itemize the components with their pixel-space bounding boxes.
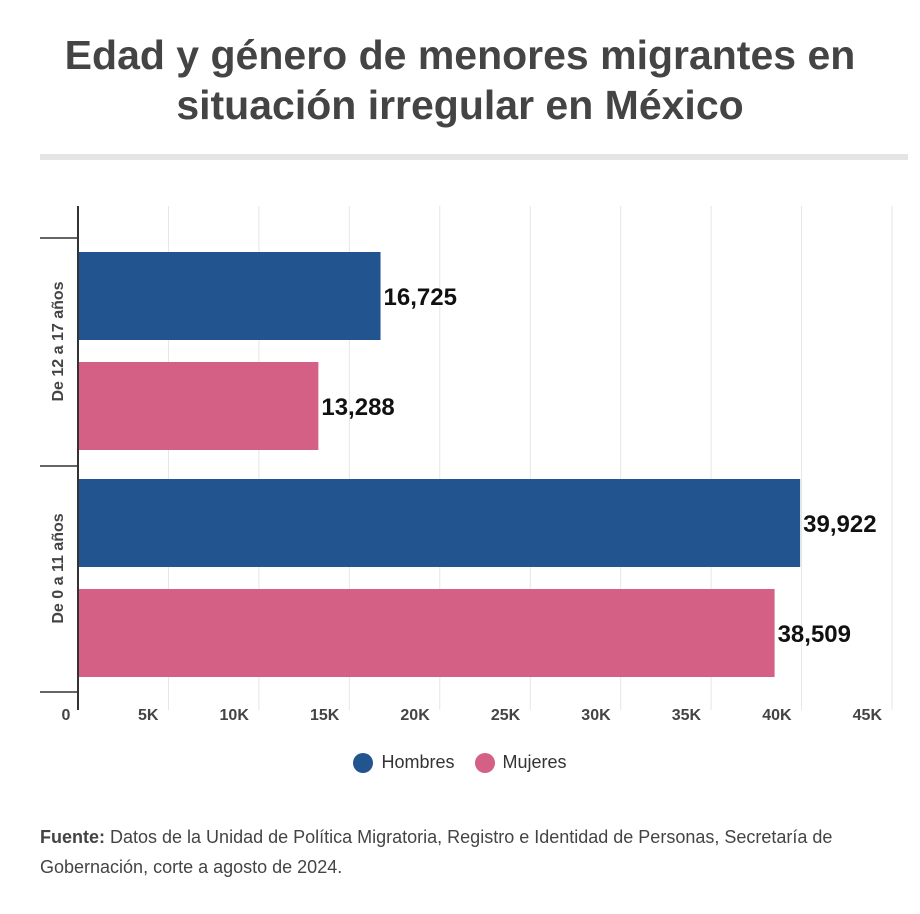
legend-swatch-mujeres <box>474 752 495 773</box>
x-tick-label-9: 45K <box>853 707 883 724</box>
legend-label-mujeres: Mujeres <box>502 752 567 772</box>
chart-title-line-1: Edad y género de menores migrantes en <box>64 32 856 78</box>
x-tick-label-5: 25K <box>491 707 521 724</box>
category-label-0: De 12 a 17 años <box>50 281 67 401</box>
bar-mujeres-0 <box>78 362 319 450</box>
legend-label-hombres: Hombres <box>381 752 455 772</box>
x-tick-label-8: 40K <box>762 707 792 724</box>
x-tick-label-2: 10K <box>220 707 250 724</box>
bar-hombres-0 <box>78 252 381 340</box>
bar-mujeres-1 <box>78 589 775 677</box>
chart-legend: Hombres Mujeres <box>0 752 920 773</box>
bar-chart: 16,725 13,288 De 12 a 17 años 39,922 38,509 D… <box>40 206 893 724</box>
title-divider <box>40 154 908 160</box>
source-label: Fuente: <box>40 827 105 847</box>
bar-hombres-1 <box>78 479 801 567</box>
legend-item-hombres[interactable]: Hombres <box>353 752 455 773</box>
x-tick-label-0: 0 <box>62 707 71 724</box>
data-label-hombres-1: 39,922 <box>803 511 876 538</box>
x-tick-label-6: 30K <box>581 707 611 724</box>
chart-title-line-2: situación irregular en México <box>176 82 744 128</box>
source-text: Datos de la Unidad de Política Migratori… <box>40 827 833 877</box>
x-tick-label-7: 35K <box>672 707 702 724</box>
source-note: Fuente: Datos de la Unidad de Política M… <box>40 822 908 882</box>
data-label-mujeres-0: 13,288 <box>321 394 394 421</box>
x-tick-label-4: 20K <box>400 707 430 724</box>
x-tick-label-1: 5K <box>138 707 159 724</box>
x-tick-label-3: 15K <box>310 707 340 724</box>
data-label-mujeres-1: 38,509 <box>778 621 851 648</box>
chart-title: Edad y género de menores migrantes en si… <box>0 30 920 130</box>
legend-swatch-hombres <box>353 752 374 773</box>
data-label-hombres-0: 16,725 <box>384 284 457 311</box>
legend-item-mujeres[interactable]: Mujeres <box>474 752 567 773</box>
category-label-1: De 0 a 11 años <box>50 513 67 623</box>
